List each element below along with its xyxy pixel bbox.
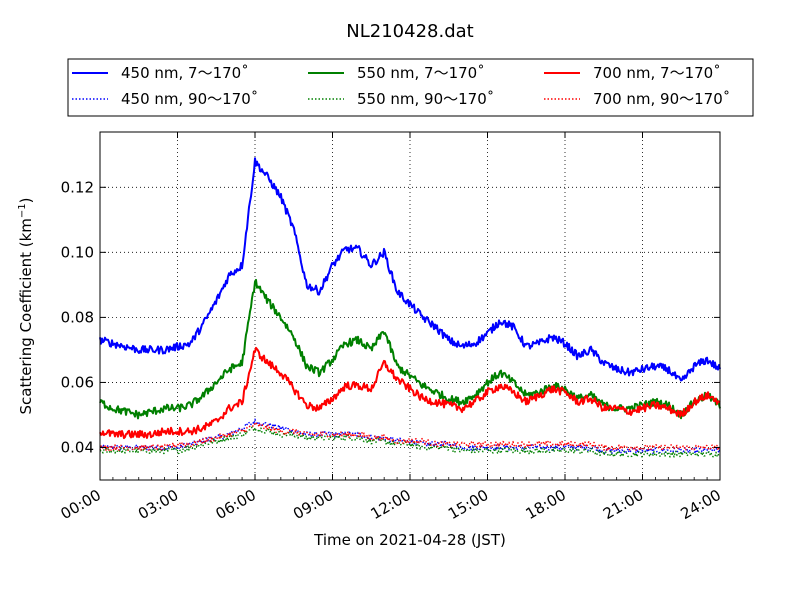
legend-label: 550 nm, 90～170˚ [357, 90, 494, 108]
y-tick-label: 0.04 [61, 438, 94, 456]
chart-title: NL210428.dat [346, 21, 473, 42]
x-tick-label: 09:00 [290, 486, 336, 523]
y-axis-label-main: Scattering Coefficient (km [17, 218, 35, 414]
grid [100, 132, 720, 480]
legend-label: 700 nm, 90～170˚ [593, 90, 730, 108]
legend-label: 700 nm, 7～170˚ [593, 64, 721, 82]
series-line-5 [99, 421, 721, 451]
x-axis-label: Time on 2021-04-28 (JST) [313, 531, 506, 549]
series-line-4 [99, 426, 721, 458]
y-tick-label: 0.12 [61, 178, 94, 196]
x-tick-label: 21:00 [600, 486, 646, 523]
series-line-2 [99, 346, 721, 440]
y-axis-label-superscript: −1 [17, 203, 28, 218]
y-tick-label: 0.06 [61, 373, 94, 391]
y-tick-label: 0.10 [61, 243, 94, 261]
legend-box [67, 58, 754, 117]
x-tick-label: 00:00 [58, 486, 104, 523]
x-tick-label: 15:00 [445, 486, 491, 523]
y-axis-label-close: ) [17, 197, 35, 203]
x-tick-label: 24:00 [678, 486, 724, 523]
series-line-1 [99, 278, 721, 420]
y-tick-label: 0.08 [61, 308, 94, 326]
ticks: 00:00 03:00 06:00 09:00 12:00 15:00 18:00 21:00… [58, 132, 724, 523]
x-tick-label: 06:00 [213, 486, 259, 523]
x-tick-label: 12:00 [368, 486, 414, 523]
series-layer [99, 157, 721, 458]
series-line-3 [99, 418, 721, 455]
series-line-0 [99, 157, 721, 382]
x-tick-label: 03:00 [135, 486, 181, 523]
legend: 450 nm, 7～170˚ 550 nm, 7～170˚ 700 nm, 7～17… [67, 58, 754, 117]
x-tick-label: 18:00 [523, 486, 569, 523]
legend-label: 550 nm, 7～170˚ [357, 64, 485, 82]
legend-label: 450 nm, 90～170˚ [121, 90, 258, 108]
y-axis-label: Scattering Coefficient (km−1) [17, 197, 35, 414]
legend-label: 450 nm, 7～170˚ [121, 64, 249, 82]
